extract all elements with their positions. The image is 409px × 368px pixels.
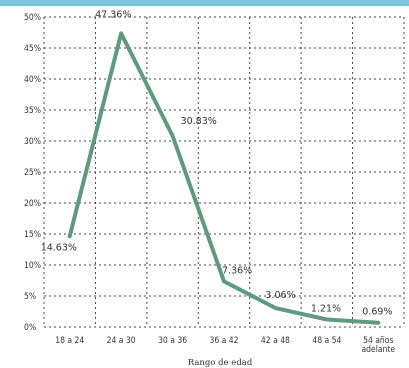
y-tick-label: 0% [24,323,36,333]
y-tick-label: 30% [24,137,41,147]
y-tick-label: 25% [24,168,41,178]
y-tick-label: 35% [24,106,41,116]
data-label: 0.69% [362,307,392,318]
y-tick-label: 40% [24,75,41,85]
data-point [119,31,123,35]
data-label: 47.36% [95,9,131,20]
y-tick-label: 10% [24,261,41,271]
data-label: 30.83% [181,116,217,127]
data-label: 1.21% [311,303,341,314]
x-axis-title: Rango de edad [188,358,253,368]
x-tick-label: 36 a 42 [210,336,239,346]
data-point [222,279,226,283]
data-label: 3.06% [265,290,295,301]
x-tick-label: 24 a 30 [107,336,136,346]
data-point [273,306,277,310]
data-label: 14.63% [41,242,77,253]
data-point [68,234,72,238]
data-label: 7.36% [222,265,252,276]
x-tick-label: 18 a 24 [55,336,84,346]
y-tick-label: 20% [24,199,41,209]
series-line [67,31,381,325]
data-point [376,321,380,325]
x-tick-label: 54 años adelante [361,336,395,355]
data-point [171,134,175,138]
top-band [0,0,409,6]
y-tick-label: 15% [24,230,41,240]
x-tick-label: 42 a 48 [261,336,290,346]
y-tick-label: 5% [24,292,36,302]
data-point [325,317,329,321]
x-tick-label: 48 a 54 [312,336,341,346]
y-tick-label: 50% [24,13,41,23]
x-tick-label: 30 a 36 [158,336,187,346]
y-tick-label: 45% [24,44,41,54]
